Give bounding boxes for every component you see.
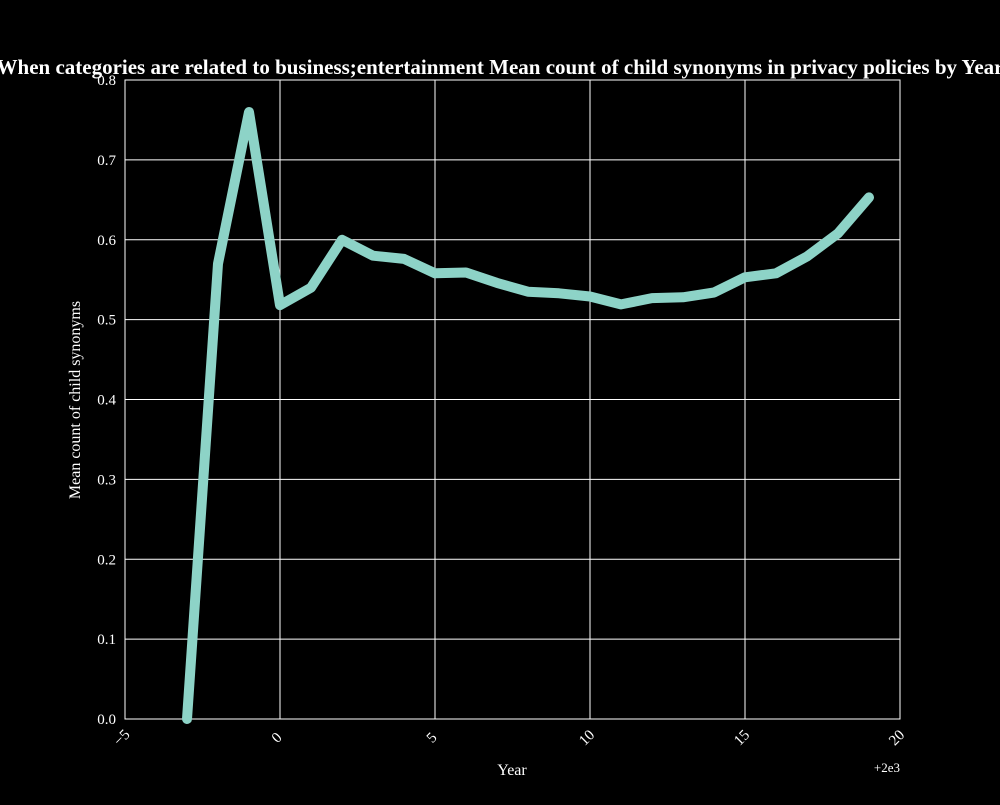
y-tick-label: 0.2 [97,552,116,568]
y-tick-label: 0.4 [97,393,116,409]
x-axis-label: Year [497,762,527,779]
x-axis-offset-label: +2e3 [874,760,900,775]
y-tick-label: 0.3 [97,472,116,488]
y-axis-ticks: 0.0 0.1 0.2 0.3 0.4 0.5 0.6 0.7 0.8 [97,73,116,728]
series-layer [182,107,874,724]
y-axis-label: Mean count of child synonyms [67,301,84,499]
y-tick-label: 0.6 [97,233,116,249]
plot-area-frame [124,79,901,720]
y-tick-label: 0.5 [97,313,116,329]
chart-title: When categories are related to business;… [0,55,1000,79]
y-tick-label: 0.7 [97,153,116,169]
y-tick-label: 0.1 [97,632,116,648]
series-line [182,107,874,724]
y-tick-label: 0.8 [97,73,116,89]
y-tick-label: 0.0 [97,712,116,728]
